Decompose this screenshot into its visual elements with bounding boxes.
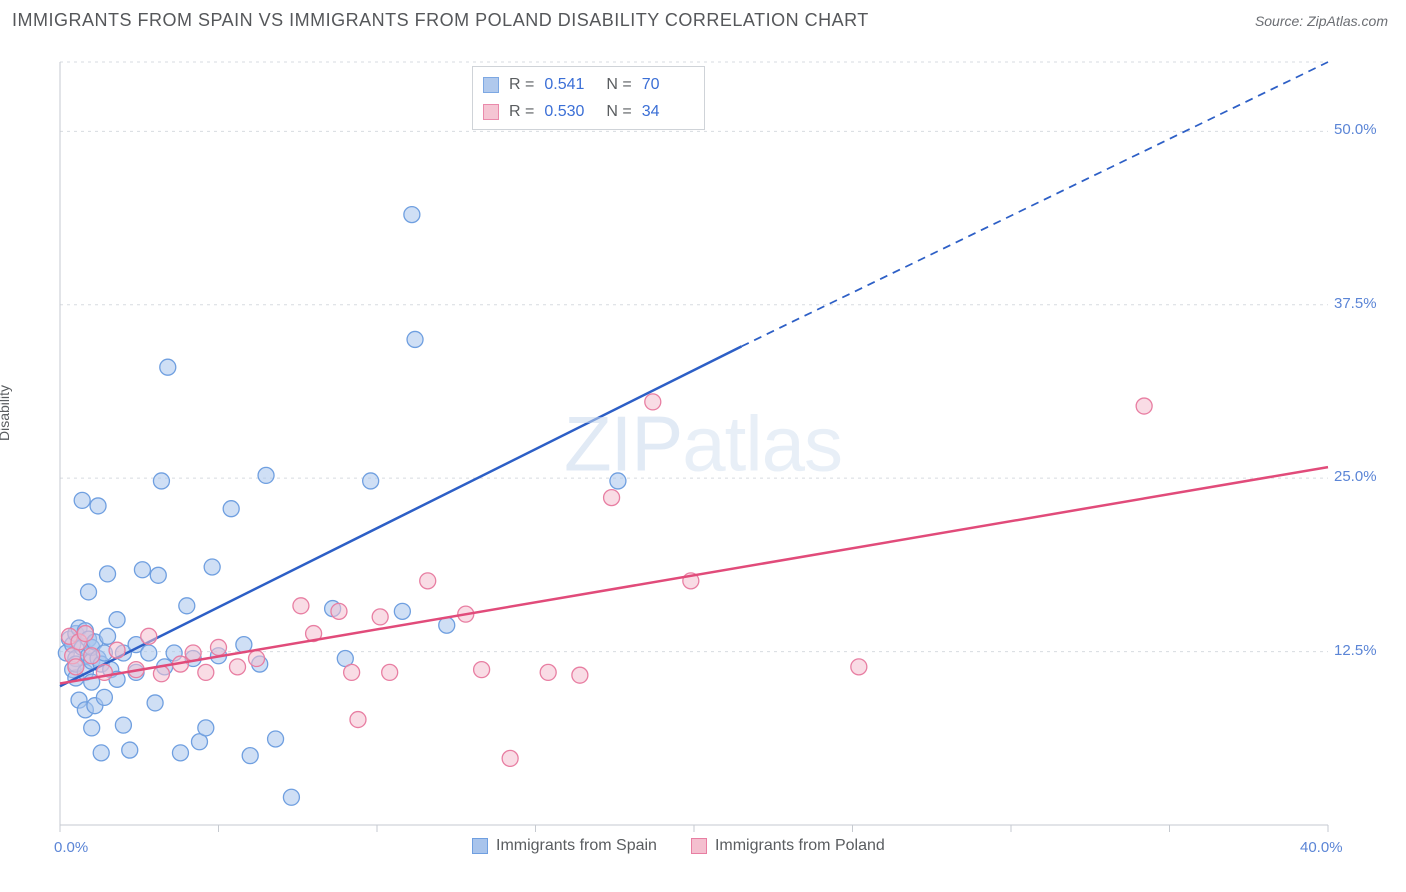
data-point xyxy=(372,609,388,625)
header: IMMIGRANTS FROM SPAIN VS IMMIGRANTS FROM… xyxy=(0,0,1406,37)
source-attribution: Source: ZipAtlas.com xyxy=(1255,13,1388,29)
data-point xyxy=(645,394,661,410)
data-point xyxy=(1136,398,1152,414)
data-point xyxy=(153,473,169,489)
regression-line xyxy=(60,467,1328,683)
data-point xyxy=(109,612,125,628)
regression-line xyxy=(60,346,742,686)
data-point xyxy=(404,207,420,223)
data-point xyxy=(77,626,93,642)
legend-r-value: 0.541 xyxy=(544,71,596,98)
data-point xyxy=(84,720,100,736)
data-point xyxy=(115,717,131,733)
legend-item: Immigrants from Poland xyxy=(691,837,885,855)
data-point xyxy=(283,789,299,805)
data-point xyxy=(230,659,246,675)
data-point xyxy=(100,566,116,582)
legend-item: Immigrants from Spain xyxy=(472,837,657,855)
legend-swatch xyxy=(472,838,488,854)
data-point xyxy=(331,603,347,619)
data-point xyxy=(604,490,620,506)
legend-r-label: R = xyxy=(509,71,534,98)
data-point xyxy=(74,492,90,508)
y-tick-label: 37.5% xyxy=(1334,295,1377,312)
data-point xyxy=(93,745,109,761)
data-point xyxy=(141,645,157,661)
legend-n-value: 70 xyxy=(642,71,694,98)
data-point xyxy=(160,359,176,375)
data-point xyxy=(122,742,138,758)
y-tick-label: 12.5% xyxy=(1334,642,1377,659)
data-point xyxy=(540,664,556,680)
series-legend: Immigrants from Spain Immigrants from Pol… xyxy=(472,837,885,855)
y-axis-label: Disability xyxy=(0,385,12,441)
legend-series-name: Immigrants from Spain xyxy=(496,837,657,855)
data-point xyxy=(198,720,214,736)
data-point xyxy=(134,562,150,578)
legend-swatch xyxy=(691,838,707,854)
legend-row: R = 0.530 N = 34 xyxy=(483,98,694,125)
legend-n-label: N = xyxy=(606,98,631,125)
data-point xyxy=(344,664,360,680)
data-point xyxy=(100,628,116,644)
x-tick-label: 40.0% xyxy=(1300,839,1343,856)
data-point xyxy=(242,748,258,764)
legend-r-value: 0.530 xyxy=(544,98,596,125)
data-point xyxy=(382,664,398,680)
data-point xyxy=(68,659,84,675)
data-point xyxy=(147,695,163,711)
y-tick-label: 50.0% xyxy=(1334,121,1377,138)
data-point xyxy=(172,745,188,761)
legend-r-label: R = xyxy=(509,98,534,125)
data-point xyxy=(363,473,379,489)
legend-swatch xyxy=(483,104,499,120)
chart-title: IMMIGRANTS FROM SPAIN VS IMMIGRANTS FROM… xyxy=(12,10,869,31)
correlation-legend: R = 0.541 N = 70 R = 0.530 N = 34 xyxy=(472,66,705,130)
legend-series-name: Immigrants from Poland xyxy=(715,837,885,855)
data-point xyxy=(109,642,125,658)
data-point xyxy=(198,664,214,680)
data-point xyxy=(150,567,166,583)
data-point xyxy=(81,584,97,600)
data-point xyxy=(474,662,490,678)
data-point xyxy=(211,639,227,655)
data-point xyxy=(394,603,410,619)
data-point xyxy=(141,628,157,644)
data-point xyxy=(258,467,274,483)
legend-row: R = 0.541 N = 70 xyxy=(483,71,694,98)
data-point xyxy=(572,667,588,683)
data-point xyxy=(90,498,106,514)
data-point xyxy=(84,648,100,664)
y-tick-label: 25.0% xyxy=(1334,468,1377,485)
data-point xyxy=(223,501,239,517)
data-point xyxy=(851,659,867,675)
legend-n-value: 34 xyxy=(642,98,694,125)
x-tick-label: 0.0% xyxy=(54,839,88,856)
scatter-chart xyxy=(12,42,1394,880)
data-point xyxy=(268,731,284,747)
data-point xyxy=(249,651,265,667)
data-point xyxy=(407,331,423,347)
data-point xyxy=(204,559,220,575)
data-point xyxy=(502,750,518,766)
chart-container: Disability ZIPatlas R =0.541N =70R =0.53… xyxy=(12,42,1394,880)
data-point xyxy=(420,573,436,589)
legend-n-label: N = xyxy=(606,71,631,98)
regression-line-dashed xyxy=(742,62,1328,346)
legend-swatch xyxy=(483,77,499,93)
data-point xyxy=(96,689,112,705)
data-point xyxy=(179,598,195,614)
data-point xyxy=(293,598,309,614)
data-point xyxy=(610,473,626,489)
data-point xyxy=(350,712,366,728)
